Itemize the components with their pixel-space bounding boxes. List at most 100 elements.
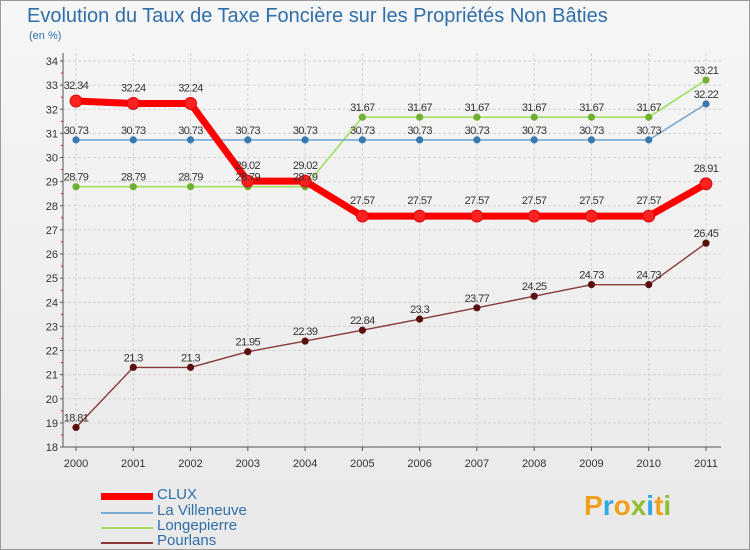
data-point-clux <box>126 97 140 110</box>
data-point-pourlans <box>645 281 653 289</box>
data-label-la-villeneuve: 30.73 <box>64 125 89 137</box>
data-point-longepierre <box>530 113 538 121</box>
data-point-clux <box>413 209 427 223</box>
y-tick-label: 25 <box>46 273 58 285</box>
data-label-la-villeneuve: 30.73 <box>350 125 375 137</box>
data-label-clux: 29.02 <box>236 160 261 172</box>
axes: 18 19 20 21 22 23 24 25 26 27 28 29 30 31 32 33 34 2000 20… <box>46 53 721 470</box>
grid-lines <box>63 53 721 448</box>
data-label-pourlans: 21.95 <box>236 337 261 349</box>
data-label-clux: 27.57 <box>579 195 604 207</box>
logo-letter: x <box>630 490 647 521</box>
data-point-la-villeneuve <box>301 136 309 144</box>
data-label-pourlans: 21.3 <box>124 352 143 364</box>
data-point-longepierre <box>702 76 710 84</box>
data-label-pourlans: 24.73 <box>636 270 661 282</box>
data-label-la-villeneuve: 30.73 <box>121 125 146 137</box>
x-tick-label: 2009 <box>579 458 603 470</box>
data-point-pourlans <box>416 315 424 323</box>
data-point-longepierre <box>358 113 366 121</box>
data-point-clux <box>527 209 541 223</box>
data-point-la-villeneuve <box>244 136 252 144</box>
data-point-pourlans <box>301 337 309 345</box>
proxiti-logo: Proxiti <box>584 490 671 522</box>
x-tick-label: 2005 <box>350 458 374 470</box>
series-line-longepierre <box>76 79 707 188</box>
data-label-longepierre: 33.21 <box>694 65 719 77</box>
data-label-pourlans: 24.73 <box>579 270 604 282</box>
data-point-la-villeneuve <box>530 136 538 144</box>
data-label-clux: 27.57 <box>636 195 661 207</box>
data-label-la-villeneuve: 30.73 <box>465 125 490 137</box>
data-label-longepierre: 31.67 <box>579 102 604 114</box>
data-point-pourlans <box>186 363 195 371</box>
data-point-pourlans <box>587 281 596 289</box>
legend-swatch-clux <box>101 493 153 500</box>
data-label-longepierre: 31.67 <box>350 102 375 114</box>
data-point-la-villeneuve <box>416 136 424 144</box>
y-tick-label: 31 <box>46 128 58 140</box>
logo-letter: i <box>646 490 655 521</box>
data-point-longepierre <box>473 113 481 121</box>
data-point-clux <box>699 177 713 191</box>
legend-item-la-villeneuve: La Villeneuve <box>101 502 301 519</box>
y-tick-label: 24 <box>46 297 58 309</box>
data-label-pourlans: 21.3 <box>181 352 200 364</box>
data-label-la-villeneuve: 30.73 <box>522 125 547 137</box>
data-point-pourlans <box>244 348 252 356</box>
data-label-longepierre: 28.79 <box>236 172 261 184</box>
data-point-la-villeneuve <box>473 136 481 144</box>
data-label-longepierre: 28.79 <box>121 172 146 184</box>
y-tick-label: 32 <box>46 104 58 116</box>
data-point-la-villeneuve <box>358 136 366 144</box>
data-point-longepierre <box>645 113 653 121</box>
data-point-pourlans <box>473 304 481 312</box>
legend-item-longepierre: Longepierre <box>101 517 301 534</box>
data-label-la-villeneuve: 30.73 <box>407 125 432 137</box>
series-group <box>69 76 713 432</box>
data-label-longepierre: 31.67 <box>407 102 432 114</box>
legend-item-pourlans: Pourlans <box>101 532 301 549</box>
data-label-pourlans: 26.45 <box>694 228 719 240</box>
data-label-pourlans: 18.81 <box>64 412 89 424</box>
data-label-pourlans: 22.39 <box>293 326 318 338</box>
data-point-pourlans <box>129 363 137 371</box>
y-tick-label: 26 <box>46 249 58 261</box>
data-label-pourlans: 23.77 <box>465 293 490 305</box>
x-tick-label: 2000 <box>64 458 88 470</box>
x-tick-label: 2007 <box>465 458 489 470</box>
series-line-clux <box>75 97 708 220</box>
data-point-clux <box>585 209 598 223</box>
legend-swatch-pourlans <box>101 542 153 544</box>
data-label-la-villeneuve: 32.22 <box>694 89 719 101</box>
data-label-longepierre: 31.67 <box>465 102 490 114</box>
data-point-longepierre <box>72 183 80 191</box>
data-point-clux <box>642 209 656 223</box>
legend-label-clux: CLUX <box>157 486 198 503</box>
data-point-longepierre <box>129 183 137 191</box>
y-tick-label: 29 <box>46 177 58 189</box>
data-labels: 32.34 32.24 32.24 29.02 29.02 27.57 27.57 27.57… <box>64 65 720 424</box>
chart-subtitle: (en %) <box>29 30 62 42</box>
data-label-la-villeneuve: 30.73 <box>636 125 661 137</box>
legend-swatch-la-villeneuve <box>101 512 153 514</box>
y-tick-label: 20 <box>46 394 58 406</box>
series-line-pourlans <box>75 242 707 428</box>
data-point-pourlans <box>72 423 80 432</box>
data-point-clux <box>298 174 312 188</box>
data-label-clux: 32.34 <box>64 80 89 92</box>
data-point-clux <box>470 209 484 223</box>
y-tick-label: 33 <box>46 80 58 92</box>
data-label-longepierre: 28.79 <box>64 172 89 184</box>
data-label-clux: 27.57 <box>350 195 375 207</box>
logo-letter: i <box>663 490 672 521</box>
data-point-la-villeneuve <box>645 136 653 144</box>
data-label-longepierre: 28.79 <box>178 172 203 184</box>
data-label-pourlans: 24.25 <box>522 281 547 293</box>
data-label-la-villeneuve: 30.73 <box>293 125 318 137</box>
y-tick-label: 30 <box>46 153 58 165</box>
data-point-longepierre <box>186 183 195 191</box>
data-point-clux <box>241 174 255 188</box>
y-tick-label: 34 <box>46 56 58 68</box>
